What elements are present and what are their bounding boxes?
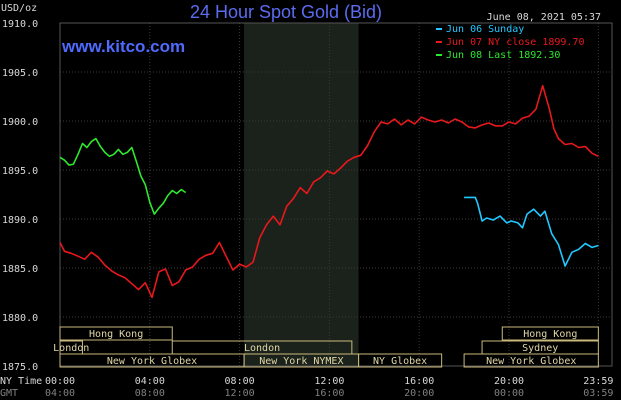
y-tick-label: 1880.0 — [2, 313, 38, 324]
ny-time-label: NY Time — [0, 376, 42, 387]
site-url[interactable]: www.kitco.com — [61, 37, 185, 56]
plot-border — [59, 22, 613, 367]
legend-entry: Jun 06 Sunday — [446, 24, 524, 35]
x-tick-label-ny: 04:00 — [135, 376, 165, 387]
session-box — [59, 326, 173, 341]
session-label: Hong Kong — [523, 329, 577, 340]
session-label: New York Globex — [486, 356, 576, 367]
chart-plot: 1910.0 1905.0 1900.0 1895.0 1890.0 1885.0 1880… — [2, 19, 613, 399]
nymex-shade — [244, 23, 359, 366]
gmt-label: GMT — [0, 388, 18, 399]
y-tick-label: 1895.0 — [2, 166, 38, 177]
x-tick-label-gmt: 16:00 — [314, 388, 344, 399]
chart-title: 24 Hour Spot Gold (Bid) — [190, 2, 382, 22]
session-label: NY Globex — [373, 356, 427, 367]
session-box — [501, 326, 599, 341]
legend-entry: Jun 07 NY close 1899.70 — [446, 37, 584, 48]
x-tick-label-gmt: 08:00 — [135, 388, 165, 399]
session-label: London — [244, 343, 280, 354]
session-label: Hong Kong — [89, 329, 143, 340]
y-tick-label: 1890.0 — [2, 215, 38, 226]
session-label: New York NYMEX — [259, 356, 343, 367]
x-tick-label-ny: 20:00 — [494, 376, 524, 387]
session-label: Sydney — [522, 343, 558, 354]
x-tick-label-gmt: 03:59 — [583, 388, 613, 399]
session-label: New York Globex — [107, 356, 197, 367]
session-label: London — [53, 343, 89, 354]
session-box — [463, 353, 599, 368]
x-tick-label-gmt: 00:00 — [494, 388, 524, 399]
y-tick-label: 1885.0 — [2, 264, 38, 275]
series-line — [59, 84, 599, 299]
legend-entry: Jun 08 Last 1892.30 — [446, 50, 560, 61]
session-box — [358, 353, 443, 368]
y-tick-label: 1875.0 — [2, 362, 38, 373]
x-tick-label-gmt: 04:00 — [45, 388, 75, 399]
x-tick-label-gmt: 20:00 — [404, 388, 434, 399]
x-tick-label-gmt: 12:00 — [225, 388, 255, 399]
y-axis-label: USD/oz — [1, 3, 37, 14]
x-tick-label-ny: 12:00 — [314, 376, 344, 387]
x-tick-label-ny: 23:59 — [583, 376, 613, 387]
series-line — [464, 196, 599, 267]
x-tick-label-ny: 08:00 — [225, 376, 255, 387]
series-line — [59, 137, 187, 215]
y-tick-label: 1910.0 — [2, 19, 38, 30]
y-tick-label: 1905.0 — [2, 68, 38, 79]
x-tick-label-ny: 16:00 — [404, 376, 434, 387]
y-tick-label: 1900.0 — [2, 117, 38, 128]
x-tick-label-ny: 00:00 — [45, 376, 75, 387]
timestamp: June 08, 2021 05:37 — [487, 12, 601, 23]
